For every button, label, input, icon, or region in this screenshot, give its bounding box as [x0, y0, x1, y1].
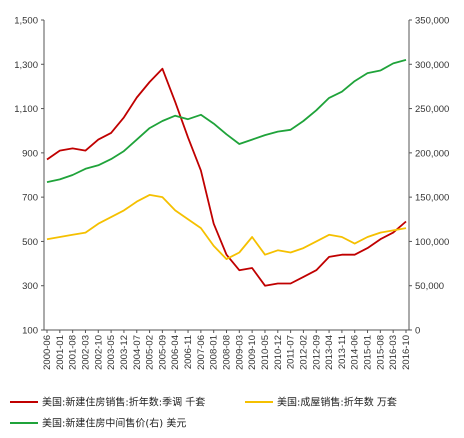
x-tick-label: 2004-07 [132, 335, 143, 370]
y-right-tick-label: 350,000 [415, 16, 449, 27]
x-tick-label: 2012-09 [311, 335, 322, 370]
series-line-2 [46, 193, 407, 261]
series-line-3 [46, 59, 407, 183]
x-tick-label: 2008-08 [222, 335, 233, 370]
axes: 100 300 500 700 900 1,100 1,300 1,500 0 50,000 100… [14, 16, 449, 370]
x-tick-label: 2006-04 [170, 335, 181, 370]
series-line-1 [46, 67, 407, 287]
y-right-tick-label: 300,000 [415, 60, 449, 71]
y-right-tick-label: 50,000 [415, 281, 444, 292]
x-tick-label: 2005-09 [157, 335, 168, 370]
x-tick-label: 2003-12 [119, 335, 130, 370]
x-tick-label: 2016-03 [388, 335, 399, 370]
x-tick-label: 2001-01 [55, 335, 66, 370]
y-right-tick-label: 250,000 [415, 104, 449, 115]
x-tick-label: 2013-11 [337, 335, 348, 369]
x-tick-label: 2003-05 [106, 335, 117, 370]
y-right-tick-label: 0 [415, 326, 420, 337]
x-tick-label: 2009-03 [234, 335, 245, 370]
y-left-tick-label: 900 [22, 148, 38, 159]
x-tick-label: 2002-10 [93, 335, 104, 370]
y-left-tick-label: 1,500 [14, 16, 38, 27]
x-tick-label: 2015-08 [375, 335, 386, 370]
x-tick-label: 2007-06 [196, 335, 207, 370]
legend-label: 美国:新建住房中间售价(右) 美元 [42, 417, 186, 430]
x-tick-label: 2015-01 [363, 335, 374, 370]
x-tick-label: 2010-12 [273, 335, 284, 370]
y-left-tick-label: 700 [22, 193, 38, 204]
y-right-tick-label: 200,000 [415, 148, 449, 159]
x-tick-label: 2013-04 [324, 335, 335, 370]
series-layer [46, 59, 407, 287]
x-tick-label: 2005-02 [145, 335, 156, 370]
x-tick-label: 2014-06 [350, 335, 361, 370]
y-left-tick-label: 500 [22, 237, 38, 248]
x-tick-label: 2002-03 [80, 335, 91, 370]
x-tick-label: 2010-05 [260, 335, 271, 370]
y-left-tick-label: 1,300 [14, 60, 38, 71]
x-tick-label: 2012-02 [298, 335, 309, 370]
x-tick-label: 2006-11 [183, 335, 194, 369]
legend-label: 美国:成屋销售:折年数 万套 [277, 396, 397, 409]
legend-label: 美国:新建住房销售:折年数:季调 千套 [42, 396, 205, 409]
x-tick-label: 2009-10 [247, 335, 258, 370]
x-tick-label: 2011-07 [286, 335, 297, 369]
x-tick-label: 2000-06 [42, 335, 53, 370]
y-right-tick-label: 150,000 [415, 193, 449, 204]
x-tick-label: 2001-08 [68, 335, 79, 370]
y-left-tick-label: 1,100 [14, 104, 38, 115]
y-right-tick-label: 100,000 [415, 237, 449, 248]
y-left-tick-label: 300 [22, 281, 38, 292]
legend: 美国:新建住房销售:折年数:季调 千套 美国:成屋销售:折年数 万套美国:新建住房… [10, 396, 397, 430]
y-left-tick-label: 100 [22, 326, 38, 337]
x-tick-label: 2008-01 [209, 335, 220, 370]
x-tick-label: 2016-10 [401, 335, 412, 370]
